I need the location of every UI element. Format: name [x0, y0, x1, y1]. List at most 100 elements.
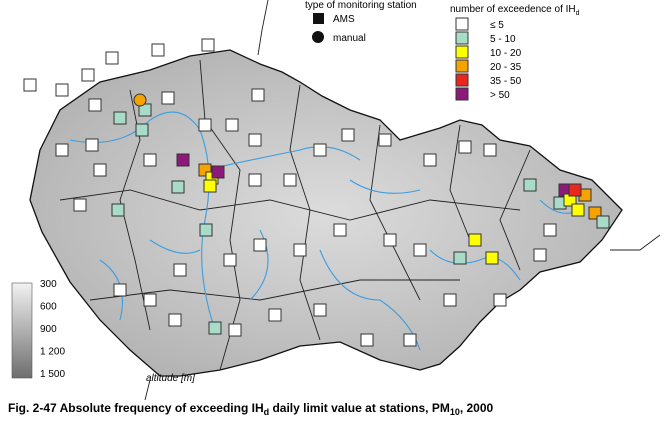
- station: [228, 323, 242, 337]
- station: [568, 183, 582, 197]
- legend-swatch: [455, 17, 469, 31]
- caption-text: , 2000: [460, 401, 494, 415]
- station: [88, 98, 102, 112]
- station: [468, 233, 482, 247]
- station: [171, 180, 185, 194]
- outer-line: [144, 379, 151, 401]
- station: [333, 223, 347, 237]
- caption-sub: 10: [450, 407, 460, 417]
- altitude-labels: 300 600 900 1 200 1 500: [40, 279, 65, 380]
- station: [55, 143, 69, 157]
- station: [173, 263, 187, 277]
- station: [443, 293, 457, 307]
- station-manual: [133, 93, 147, 107]
- country-map: [29, 49, 623, 377]
- legend-label: > 50: [490, 90, 510, 101]
- region-borders: [59, 59, 531, 371]
- altitude-label: 900: [40, 324, 57, 335]
- legend-label: 35 - 50: [490, 76, 522, 87]
- station: [268, 308, 282, 322]
- station: [293, 243, 307, 257]
- station: [143, 153, 157, 167]
- station: [423, 153, 437, 167]
- station: [458, 140, 472, 154]
- station: [313, 143, 327, 157]
- legend-label: AMS: [333, 14, 355, 25]
- station: [176, 153, 190, 167]
- station: [223, 253, 237, 267]
- station: [225, 118, 239, 132]
- legend-swatch: [455, 45, 469, 59]
- station: [23, 78, 37, 92]
- station: [208, 321, 222, 335]
- station: [253, 238, 267, 252]
- station: [93, 163, 107, 177]
- legend-symbol: [312, 31, 324, 43]
- station: [81, 68, 95, 82]
- station: [360, 333, 374, 347]
- station: [135, 123, 149, 137]
- altitude-label: 600: [40, 302, 57, 313]
- altitude-label: 1 200: [40, 347, 65, 358]
- station: [571, 203, 585, 217]
- legend-swatch: [455, 87, 469, 101]
- stations: [23, 38, 610, 347]
- station: [199, 223, 213, 237]
- station: [493, 293, 507, 307]
- caption-sub: d: [264, 407, 270, 417]
- station: [533, 248, 547, 262]
- altitude-label: 300: [40, 279, 57, 290]
- station: [341, 128, 355, 142]
- station: [383, 233, 397, 247]
- legend-swatch: [455, 59, 469, 73]
- caption-text: daily limit value at stations, PM: [269, 401, 450, 415]
- station: [523, 178, 537, 192]
- altitude-unit: altitude [m]: [146, 373, 195, 384]
- outer-line: [257, 0, 269, 56]
- station: [73, 198, 87, 212]
- station: [283, 173, 297, 187]
- station: [198, 118, 212, 132]
- altitude-bar: [11, 282, 33, 379]
- station: [203, 179, 217, 193]
- station: [201, 38, 215, 52]
- station: [85, 138, 99, 152]
- station: [251, 88, 265, 102]
- legend-title: number of exceedence of IHd: [450, 4, 580, 17]
- station: [313, 303, 327, 317]
- station: [248, 133, 262, 147]
- outer-line: [610, 234, 661, 251]
- station: [55, 83, 69, 97]
- station: [151, 43, 165, 57]
- legend-label: 10 - 20: [490, 48, 522, 59]
- station: [485, 251, 499, 265]
- station: [113, 283, 127, 297]
- legend-label: 20 - 35: [490, 62, 522, 73]
- station: [113, 111, 127, 125]
- station: [413, 243, 427, 257]
- station: [161, 91, 175, 105]
- caption-text: Fig. 2-47 Absolute frequency of exceedin…: [8, 401, 264, 415]
- station: [105, 51, 119, 65]
- station: [248, 173, 262, 187]
- station: [403, 333, 417, 347]
- legend-title: type of monitoring station: [305, 0, 417, 11]
- legend-swatch: [455, 73, 469, 87]
- legend-label: 5 - 10: [490, 34, 516, 45]
- station: [378, 133, 392, 147]
- legend-label: manual: [333, 33, 366, 44]
- station: [596, 215, 610, 229]
- legend-label: ≤ 5: [490, 20, 504, 31]
- station: [168, 313, 182, 327]
- exceedance-legend: ≤ 5 5 - 10 10 - 20 20 - 35 35 - 50 > 50: [455, 17, 522, 101]
- station: [453, 251, 467, 265]
- station: [483, 143, 497, 157]
- altitude-label: 1 500: [40, 369, 65, 380]
- legend-swatch: [455, 31, 469, 45]
- station: [543, 223, 557, 237]
- station: [111, 203, 125, 217]
- legend-title-sub: d: [576, 10, 580, 17]
- station: [143, 293, 157, 307]
- legend-symbol: [313, 13, 324, 24]
